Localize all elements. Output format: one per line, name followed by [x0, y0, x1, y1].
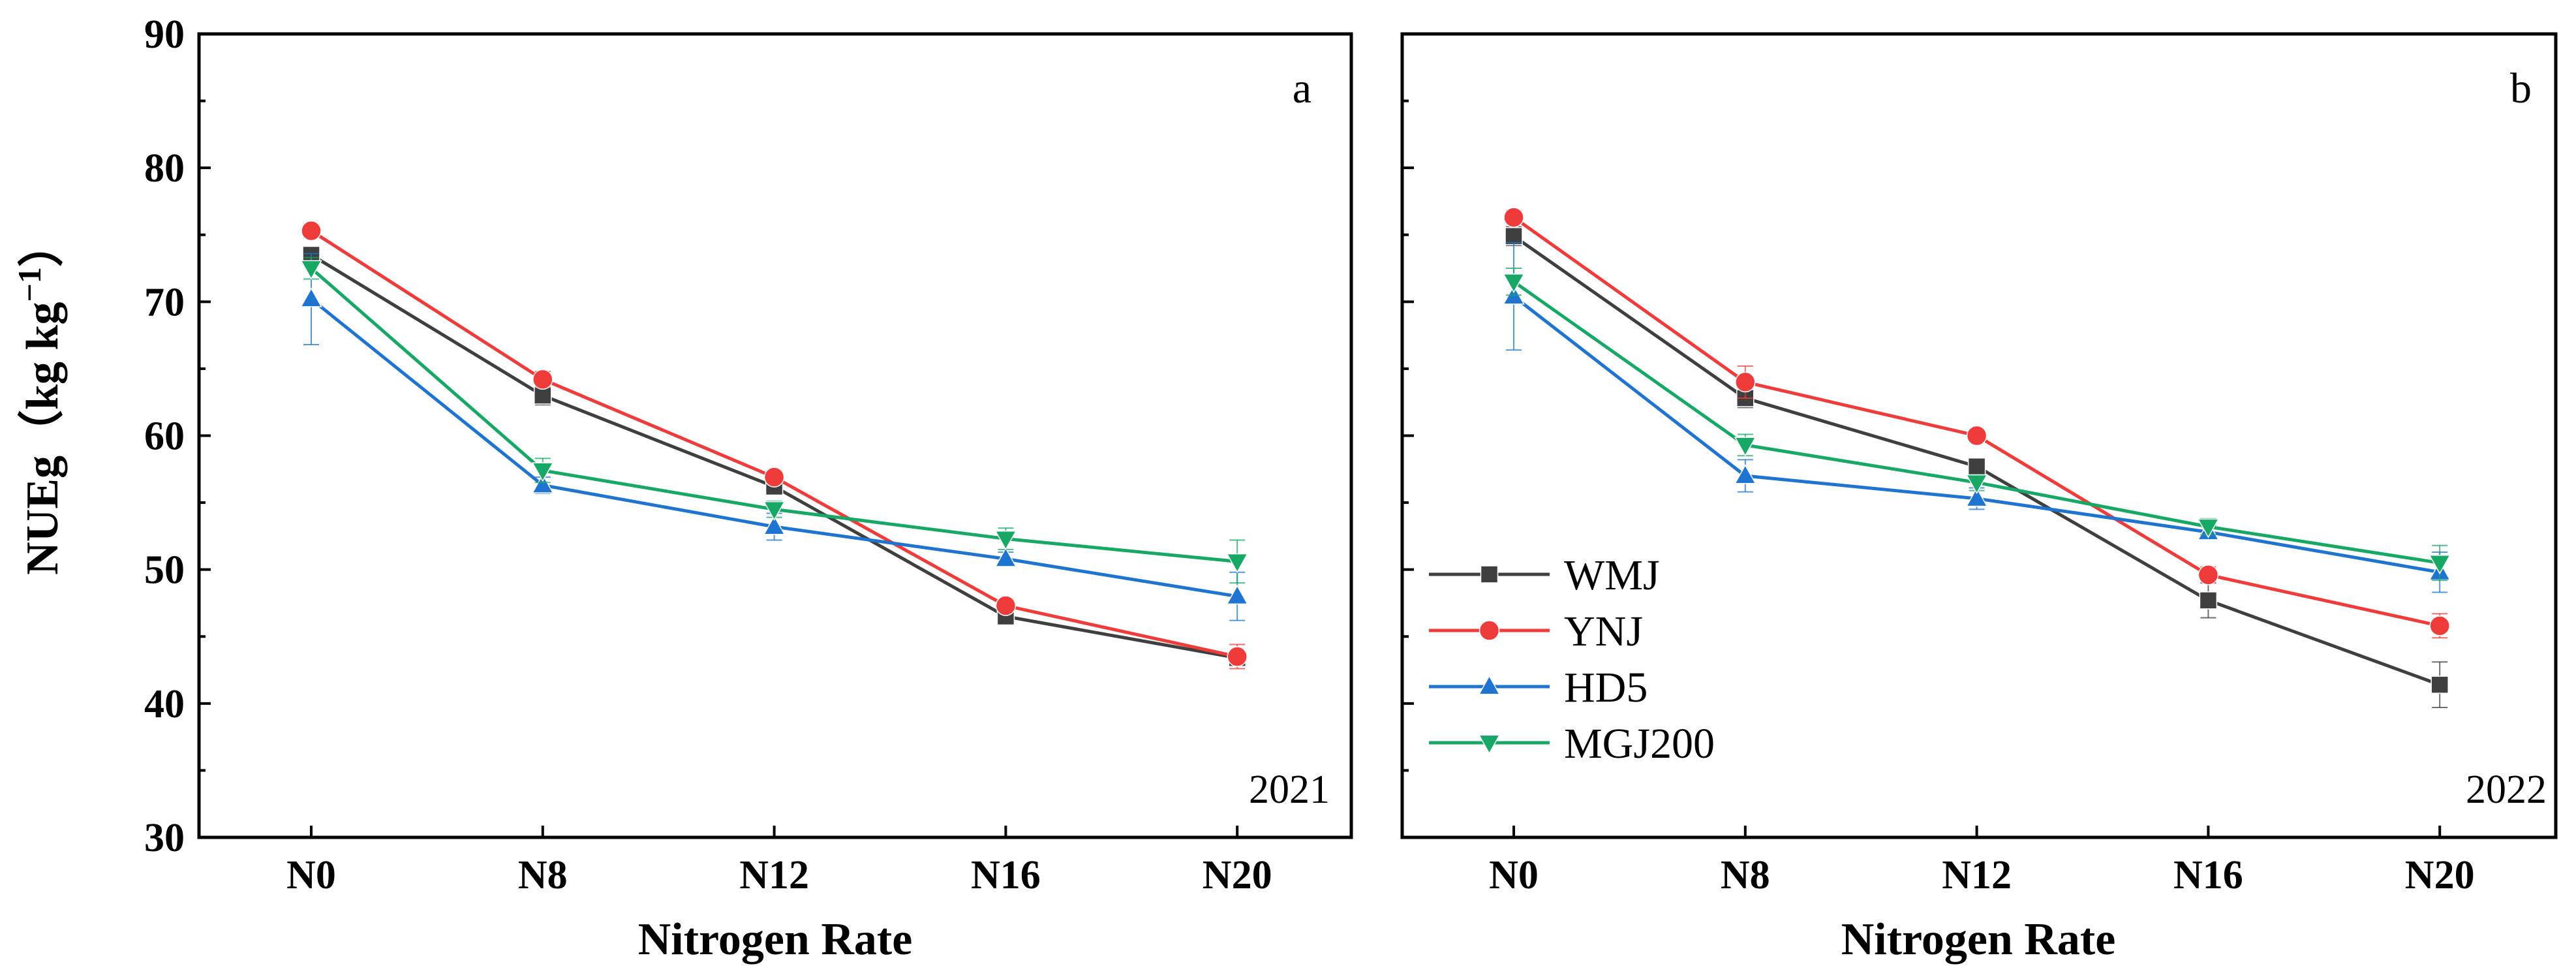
data-point [995, 595, 1017, 616]
data-point [1505, 227, 1523, 245]
x-tick-label: N0 [286, 853, 336, 897]
series-mgj200 [300, 256, 1249, 584]
panel-b: N0 N8 N12 N16 N20 b 2022 Nitrogen Rate [1400, 32, 2558, 965]
series-wmj [302, 245, 1246, 667]
x-tick-label: N8 [1721, 853, 1770, 897]
y-axis-title-superscript: −1 [11, 267, 48, 302]
data-point [300, 260, 322, 280]
data-point [2199, 591, 2218, 610]
series-line [310, 229, 1238, 659]
data-point [532, 369, 553, 390]
series-ynj [1503, 207, 2450, 639]
panel-b-year: 2022 [2466, 768, 2547, 812]
series-wmj [1505, 226, 2449, 708]
data-point [1965, 487, 1988, 507]
data-point [1734, 464, 1756, 484]
data-point [2429, 615, 2450, 636]
y-tick-label: 70 [144, 280, 185, 324]
series-hd5 [300, 253, 1249, 621]
x-tick-label: N20 [2405, 853, 2475, 897]
series-ynj [301, 220, 1248, 670]
y-axis-title-end: ） [17, 221, 68, 267]
data-point [531, 473, 554, 493]
data-point [994, 531, 1017, 551]
legend-label: MGJ200 [1564, 720, 1715, 768]
data-point [1503, 273, 1525, 294]
data-point [1226, 584, 1249, 605]
legend-marker [1480, 565, 1499, 583]
series-hd5 [1503, 242, 2451, 593]
y-tick-label: 40 [144, 682, 185, 726]
panel-a-x-axis-title: Nitrogen Rate [638, 914, 913, 965]
data-point [1967, 457, 1986, 476]
legend-marker [1479, 620, 1500, 641]
series-mgj200 [1503, 268, 2451, 582]
panel-a-label: a [1293, 65, 1311, 112]
panel-b-label: b [2510, 65, 2532, 112]
data-point [1735, 371, 1756, 393]
panel-a: 30 40 50 60 70 80 90 N0 N8 N12 N16 N20 a 2021 Nitro… [144, 12, 1353, 965]
data-point [763, 467, 785, 488]
data-point [2429, 554, 2451, 575]
y-tick-label: 90 [144, 12, 185, 57]
legend-marker [1478, 734, 1501, 754]
panel-a-year: 2021 [1249, 768, 1330, 812]
legend-item-ynj: YNJ [1429, 608, 1643, 655]
data-point [1503, 207, 1524, 228]
x-tick-label: N20 [1203, 853, 1272, 897]
data-point [1965, 474, 1988, 495]
panel-a-frame [197, 32, 1353, 839]
legend-item-hd5: HD5 [1429, 664, 1648, 711]
data-point [763, 501, 786, 521]
series-line [310, 298, 1238, 598]
y-axis-title: NUEg（kg kg−1） [11, 221, 68, 575]
data-point [2198, 565, 2219, 585]
legend-marker [1478, 675, 1501, 695]
x-tick-label: N12 [1942, 853, 2012, 897]
data-point [1226, 553, 1249, 574]
data-point [301, 220, 322, 241]
y-tick-label: 50 [144, 548, 185, 593]
legend-label: HD5 [1564, 664, 1648, 711]
data-point [1227, 646, 1248, 667]
data-point [2197, 518, 2220, 538]
y-axis-title-main: NUEg（kg kg [17, 302, 68, 575]
x-tick-label: N16 [2173, 853, 2243, 897]
y-tick-label: 60 [144, 414, 185, 459]
legend-item-wmj: WMJ [1429, 552, 1660, 599]
data-point [1966, 425, 1987, 446]
legend-label: YNJ [1564, 608, 1643, 655]
data-point [531, 462, 554, 482]
series-line [310, 253, 1238, 660]
data-point [994, 547, 1017, 567]
legend: WMJ YNJ HD5 MGJ200 [1429, 552, 1715, 768]
panel-b-frame [1400, 32, 2558, 839]
panel-b-x-axis-title: Nitrogen Rate [1841, 914, 2116, 965]
x-tick-label: N16 [971, 853, 1041, 897]
legend-item-mgj200: MGJ200 [1429, 720, 1715, 768]
data-point [2430, 676, 2449, 694]
data-point [763, 515, 786, 535]
panel-b-plot: N0 N8 N12 N16 N20 [1402, 33, 2475, 897]
y-tick-label: 30 [144, 816, 185, 860]
panel-a-plot: 30 40 50 60 70 80 90 N0 N8 N12 N16 N20 [144, 12, 1272, 897]
x-tick-label: N8 [518, 853, 568, 897]
data-point [300, 287, 322, 307]
data-point [1734, 437, 1756, 457]
x-tick-label: N0 [1489, 853, 1539, 897]
series-line [1512, 280, 2440, 565]
y-tick-label: 80 [144, 146, 185, 191]
legend-label: WMJ [1564, 552, 1660, 599]
x-tick-label: N12 [739, 853, 809, 897]
